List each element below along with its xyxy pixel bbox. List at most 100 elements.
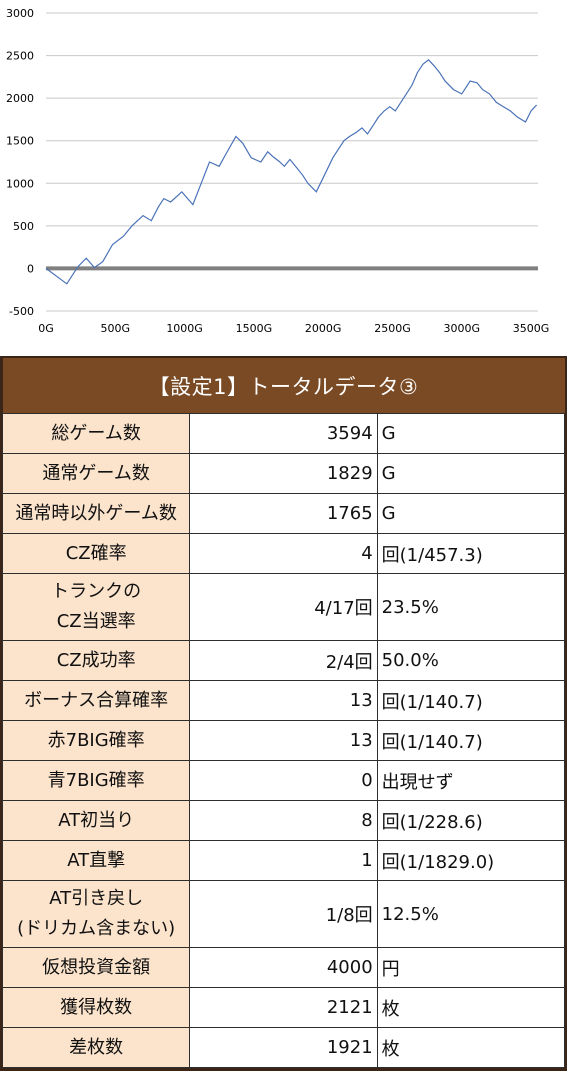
row-unit: 回(1/140.7) (376, 720, 566, 761)
row-label: AT引き戻し (ドリカム含まない) (1, 880, 191, 948)
row-value: 4000 (189, 947, 378, 988)
table-row: CZ成功率 2/4回 50.0% (1, 640, 566, 681)
table-row: 仮想投資金額 4000 円 (1, 947, 566, 988)
x-axis-tick-labels: 0G 500G 1000G 1500G 2000G 2500G 3000G 3500G (38, 322, 549, 335)
table-row: CZ確率 4 回(1/457.3) (1, 533, 566, 574)
y-tick-label: 1000 (6, 177, 34, 190)
chart-grid (46, 12, 538, 312)
table-row: 獲得枚数 2121 枚 (1, 987, 566, 1028)
row-label-text-line2: (ドリカム含まない) (17, 918, 176, 939)
row-value: 4/17回 (189, 573, 378, 641)
y-tick-label: 1500 (6, 135, 34, 148)
row-unit: G (376, 493, 566, 534)
row-unit: 出現せず (376, 760, 566, 801)
total-data-table: 【設定1】トータルデータ③ 総ゲーム数 3594 G 通常ゲーム数 1829 G 通常時以外… (0, 356, 567, 1071)
row-label: AT初当り (1, 800, 191, 841)
table-row: 通常時以外ゲーム数 1765 G (1, 493, 566, 534)
table-row: AT初当り 8 回(1/228.6) (1, 800, 566, 841)
row-label: ボーナス合算確率 (1, 680, 191, 721)
x-tick-label: 0G (38, 322, 54, 335)
row-label: 赤7BIG確率 (1, 720, 191, 761)
row-value: 8 (189, 800, 378, 841)
row-label-text: AT引き戻し (49, 888, 144, 909)
row-label: 仮想投資金額 (1, 947, 191, 988)
row-label-text: 仮想投資金額 (42, 956, 151, 978)
row-unit: 23.5% (376, 573, 566, 641)
table-row: トランクの CZ当選率 4/17回 23.5% (1, 573, 566, 641)
row-value: 2121 (189, 987, 378, 1028)
row-unit: G (376, 413, 566, 454)
row-value: 4 (189, 533, 378, 574)
row-label-text: 通常時以外ゲーム数 (15, 502, 177, 524)
row-label: CZ成功率 (1, 640, 191, 681)
x-tick-label: 1000G (166, 322, 203, 335)
row-label-text: 通常ゲーム数 (42, 462, 150, 484)
row-unit: 回(1/140.7) (376, 680, 566, 721)
row-label-text: 赤7BIG確率 (47, 729, 145, 751)
row-label-text: AT初当り (58, 809, 135, 831)
row-label-text: 獲得枚数 (60, 996, 133, 1018)
row-label-text: AT直撃 (67, 849, 126, 871)
row-label-text: 差枚数 (69, 1036, 124, 1058)
y-tick-label: 500 (13, 220, 34, 233)
table-row: 総ゲーム数 3594 G (1, 413, 566, 454)
row-unit: G (376, 453, 566, 494)
payout-line-chart: 3000 2500 2000 1500 1000 500 0 -500 0G 500G 1000G… (6, 7, 549, 335)
row-label: トランクの CZ当選率 (1, 573, 191, 641)
row-value: 3594 (189, 413, 378, 454)
table-title: 【設定1】トータルデータ③ (2, 358, 565, 414)
x-tick-label: 500G (101, 322, 131, 335)
x-tick-label: 3500G (513, 322, 550, 335)
y-tick-label: 2500 (6, 50, 34, 63)
x-tick-label: 1500G (236, 322, 273, 335)
table-row: ボーナス合算確率 13 回(1/140.7) (1, 680, 566, 721)
row-value: 1921 (189, 1027, 378, 1068)
row-label: CZ確率 (1, 533, 191, 574)
y-tick-label: 2000 (6, 92, 34, 105)
row-value: 13 (189, 680, 378, 721)
row-unit: 枚 (376, 987, 566, 1028)
row-value: 2/4回 (189, 640, 378, 681)
row-label-text: 総ゲーム数 (51, 422, 141, 444)
row-value: 1765 (189, 493, 378, 534)
y-axis-tick-labels: 3000 2500 2000 1500 1000 500 0 -500 (6, 7, 34, 318)
x-tick-label: 2000G (305, 322, 342, 335)
y-tick-label: -500 (9, 305, 34, 318)
row-label-text-line2: CZ当選率 (56, 611, 136, 632)
row-label-text: 青7BIG確率 (47, 769, 145, 791)
x-tick-label: 2500G (374, 322, 411, 335)
row-label: 差枚数 (1, 1027, 191, 1068)
table-row: 赤7BIG確率 13 回(1/140.7) (1, 720, 566, 761)
row-label: 獲得枚数 (1, 987, 191, 1028)
table-row: 青7BIG確率 0 出現せず (1, 760, 566, 801)
row-unit: 12.5% (376, 880, 566, 948)
row-unit: 回(1/1829.0) (376, 840, 566, 881)
row-value: 1829 (189, 453, 378, 494)
row-value: 13 (189, 720, 378, 761)
table-row: 通常ゲーム数 1829 G (1, 453, 566, 494)
x-tick-label: 3000G (444, 322, 481, 335)
row-label: 通常時以外ゲーム数 (1, 493, 191, 534)
y-tick-label: 0 (27, 262, 34, 275)
row-unit: 円 (376, 947, 566, 988)
row-unit: 回(1/457.3) (376, 533, 566, 574)
row-label: AT直撃 (1, 840, 191, 881)
row-value: 1/8回 (189, 880, 378, 948)
row-label: 総ゲーム数 (1, 413, 191, 454)
y-tick-label: 3000 (6, 7, 34, 20)
row-label-text: CZ成功率 (56, 649, 136, 671)
row-label: 通常ゲーム数 (1, 453, 191, 494)
series-line (45, 58, 538, 285)
table-row: AT直撃 1 回(1/1829.0) (1, 840, 566, 881)
row-unit: 50.0% (376, 640, 566, 681)
row-label: 青7BIG確率 (1, 760, 191, 801)
table-row: AT引き戻し (ドリカム含まない) 1/8回 12.5% (1, 880, 566, 948)
table-row: 差枚数 1921 枚 (1, 1027, 566, 1068)
row-label-text: CZ確率 (65, 542, 127, 564)
row-value: 0 (189, 760, 378, 801)
row-unit: 枚 (376, 1027, 566, 1068)
row-value: 1 (189, 840, 378, 881)
row-label-text: ボーナス合算確率 (24, 689, 169, 711)
row-label-text: トランクの (51, 581, 142, 602)
row-unit: 回(1/228.6) (376, 800, 566, 841)
